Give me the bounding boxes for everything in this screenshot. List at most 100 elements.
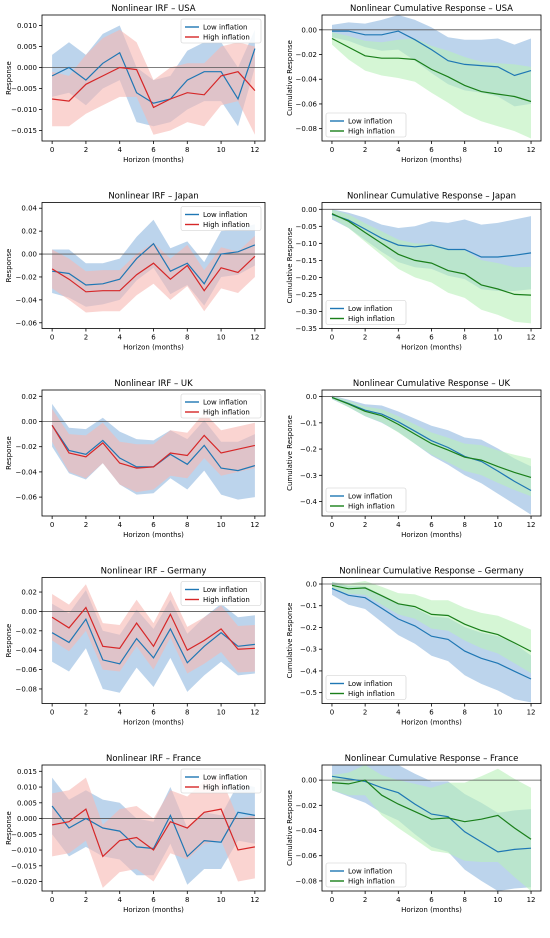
x-tick-label: 4 bbox=[117, 334, 122, 342]
x-tick-label: 0 bbox=[50, 146, 54, 154]
y-tick-label: −0.04 bbox=[296, 827, 318, 835]
series-line-high bbox=[331, 584, 532, 652]
y-tick-label: −0.35 bbox=[296, 325, 317, 333]
x-tick-label: 10 bbox=[493, 146, 502, 154]
y-axis-label: Response bbox=[5, 61, 13, 95]
legend-box bbox=[325, 487, 407, 513]
x-tick-label: 6 bbox=[151, 896, 156, 904]
legend-label-high: High inflation bbox=[348, 503, 395, 511]
legend-box bbox=[180, 18, 262, 44]
chart-title: Nonlinear IRF – USA bbox=[111, 4, 195, 14]
legend-label-low: Low inflation bbox=[348, 305, 393, 313]
confidence-band-high bbox=[52, 29, 255, 135]
legend-box bbox=[325, 862, 407, 888]
x-tick-label: 6 bbox=[151, 709, 156, 717]
legend-label-high: High inflation bbox=[348, 128, 395, 136]
plot-area bbox=[322, 395, 541, 515]
x-tick-label: 2 bbox=[84, 521, 88, 529]
series-line-high bbox=[51, 606, 255, 652]
x-tick-label: 4 bbox=[117, 146, 122, 154]
x-tick-label: 10 bbox=[217, 521, 226, 529]
x-tick-label: 10 bbox=[217, 146, 226, 154]
legend-label-low: Low inflation bbox=[348, 493, 393, 501]
y-tick-label: −0.015 bbox=[11, 862, 37, 870]
x-tick-label: 8 bbox=[462, 896, 466, 904]
series-line-low bbox=[51, 48, 256, 104]
y-tick-label: −0.5 bbox=[300, 689, 317, 697]
y-tick-label: 0.00 bbox=[301, 26, 317, 34]
x-tick-label: 4 bbox=[117, 896, 122, 904]
series-line-low bbox=[332, 30, 532, 77]
x-tick-label: 10 bbox=[493, 521, 502, 529]
legend: Low inflation High inflation bbox=[325, 112, 407, 138]
legend-label-low: Low inflation bbox=[203, 774, 248, 782]
plot-area bbox=[42, 219, 265, 313]
y-tick-label: −0.04 bbox=[16, 647, 38, 655]
legend-label-low: Low inflation bbox=[203, 211, 248, 219]
x-tick-label: 10 bbox=[217, 709, 226, 717]
y-tick-label: 0.00 bbox=[21, 251, 37, 259]
legend-box bbox=[180, 581, 262, 606]
x-tick-label: 8 bbox=[185, 146, 189, 154]
legend: Low inflation High inflation bbox=[325, 675, 407, 700]
x-tick-label: 0 bbox=[50, 709, 54, 717]
x-tick-label: 0 bbox=[50, 896, 54, 904]
x-tick-label: 8 bbox=[185, 709, 189, 717]
legend-label-high: High inflation bbox=[348, 315, 395, 323]
y-tick-label: −0.3 bbox=[300, 646, 317, 654]
subplot-france-irf: 0 2 4 6 8 10 12 −0.020 −0.015 −0.010 −0.005 0.000 0.… bbox=[5, 754, 266, 914]
y-axis-label: Response bbox=[5, 811, 13, 845]
y-axis-label: Cumulative Response bbox=[286, 603, 294, 679]
chart-title: Nonlinear IRF – Germany bbox=[101, 567, 207, 577]
x-tick-label: 2 bbox=[363, 896, 367, 904]
chart-title: Nonlinear Cumulative Response – France bbox=[345, 754, 519, 764]
y-tick-label: −0.06 bbox=[296, 100, 318, 108]
x-tick-label: 0 bbox=[50, 334, 54, 342]
y-axis-label: Cumulative Response bbox=[286, 228, 294, 304]
x-tick-label: 10 bbox=[493, 896, 502, 904]
plot-area bbox=[42, 25, 265, 135]
legend-box bbox=[325, 300, 407, 325]
legend: Low inflation High inflation bbox=[180, 206, 262, 231]
y-tick-label: 0.00 bbox=[301, 777, 317, 785]
y-tick-label: 0.00 bbox=[301, 206, 317, 214]
series-line-low bbox=[52, 242, 256, 286]
chart-title: Nonlinear IRF – UK bbox=[114, 379, 193, 389]
y-tick-label: −0.010 bbox=[11, 847, 37, 855]
x-tick-label: 12 bbox=[527, 334, 536, 342]
legend-label-low: Low inflation bbox=[203, 24, 248, 32]
confidence-band-high bbox=[332, 581, 531, 674]
y-tick-label: −0.4 bbox=[300, 667, 318, 675]
legend-label-low: Low inflation bbox=[348, 868, 393, 876]
y-tick-label: −0.015 bbox=[11, 127, 37, 135]
x-tick-label: 6 bbox=[151, 521, 156, 529]
chart-title: Nonlinear IRF – Japan bbox=[108, 192, 198, 202]
y-axis-label: Response bbox=[5, 436, 13, 470]
plot-area bbox=[322, 15, 541, 139]
x-tick-label: 2 bbox=[84, 146, 88, 154]
x-tick-label: 2 bbox=[363, 709, 367, 717]
confidence-band-low bbox=[332, 581, 531, 703]
legend-box bbox=[180, 768, 262, 794]
x-axis-label: Horizon (months) bbox=[123, 344, 184, 352]
x-tick-label: 12 bbox=[250, 146, 259, 154]
legend: Low inflation High inflation bbox=[180, 768, 262, 794]
x-axis-label: Horizon (months) bbox=[401, 156, 462, 164]
x-tick-label: 8 bbox=[462, 146, 466, 154]
y-tick-label: −0.02 bbox=[16, 443, 37, 451]
x-axis-label: Horizon (months) bbox=[401, 906, 462, 914]
y-tick-label: −0.020 bbox=[11, 878, 37, 886]
y-tick-label: −0.02 bbox=[296, 51, 317, 59]
series-line-high bbox=[331, 396, 532, 478]
legend-box bbox=[180, 393, 262, 419]
y-tick-label: 0.010 bbox=[17, 784, 37, 792]
series-line-high bbox=[51, 255, 256, 293]
x-axis-label: Horizon (months) bbox=[123, 531, 184, 539]
legend-label-low: Low inflation bbox=[203, 586, 248, 594]
legend: Low inflation High inflation bbox=[325, 862, 407, 888]
legend-box bbox=[180, 206, 262, 231]
legend-box bbox=[325, 675, 407, 700]
legend: Low inflation High inflation bbox=[180, 581, 262, 606]
x-tick-label: 2 bbox=[84, 334, 88, 342]
